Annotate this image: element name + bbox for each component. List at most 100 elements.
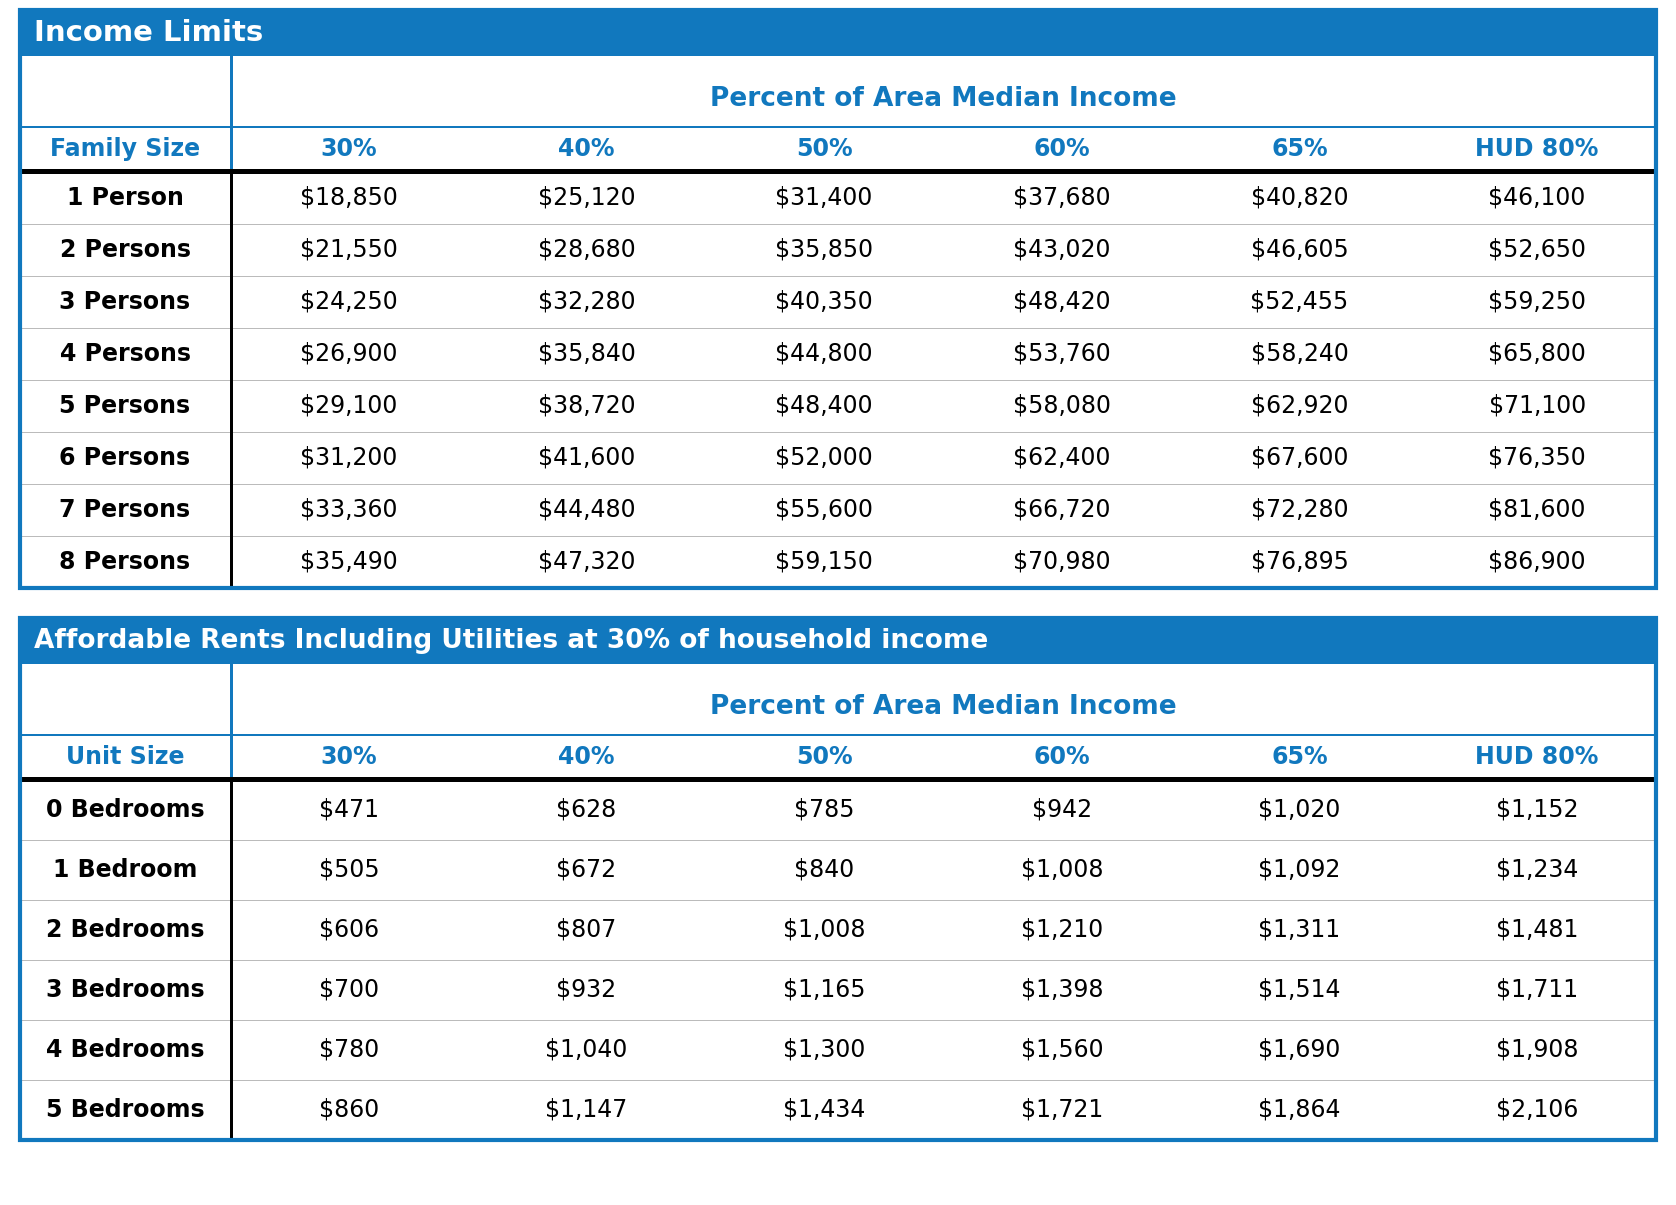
Bar [230, 780, 233, 840]
Text: $628: $628 [556, 798, 617, 822]
Text: 4 Persons: 4 Persons [60, 342, 191, 366]
Text: $40,820: $40,820 [1250, 186, 1348, 210]
Text: $1,040: $1,040 [545, 1038, 628, 1062]
Text: HUD 80%: HUD 80% [1475, 745, 1599, 769]
Bar [20, 127, 1656, 128]
Text: $942: $942 [1032, 798, 1091, 822]
Text: $505: $505 [318, 858, 379, 882]
Text: $52,650: $52,650 [1488, 239, 1585, 261]
Text: $43,020: $43,020 [1012, 239, 1111, 261]
Text: Percent of Area Median Income: Percent of Area Median Income [709, 694, 1177, 721]
Text: $1,092: $1,092 [1259, 858, 1341, 882]
Text: 2 Bedrooms: 2 Bedrooms [45, 918, 204, 942]
Bar [230, 433, 233, 484]
Bar [230, 1080, 233, 1140]
Text: 1 Person: 1 Person [67, 186, 183, 210]
Text: $18,850: $18,850 [300, 186, 397, 210]
Bar [230, 840, 233, 900]
Text: $70,980: $70,980 [1012, 549, 1111, 574]
Text: $67,600: $67,600 [1250, 446, 1348, 470]
Bar [20, 734, 1656, 735]
Text: $1,481: $1,481 [1497, 918, 1579, 942]
Text: $52,455: $52,455 [1250, 290, 1349, 315]
Text: $40,350: $40,350 [776, 290, 873, 315]
Text: 60%: 60% [1034, 137, 1089, 161]
Text: 5 Persons: 5 Persons [59, 394, 191, 418]
Text: $860: $860 [318, 1098, 379, 1122]
Text: $46,605: $46,605 [1250, 239, 1349, 261]
Text: $1,020: $1,020 [1259, 798, 1341, 822]
Text: $2,106: $2,106 [1497, 1098, 1579, 1122]
Bar [20, 618, 1656, 1140]
Text: 2 Persons: 2 Persons [60, 239, 191, 261]
Text: $65,800: $65,800 [1488, 342, 1585, 366]
Bar [20, 169, 1656, 174]
Text: $1,690: $1,690 [1259, 1038, 1341, 1062]
Text: 30%: 30% [320, 137, 377, 161]
Text: 5 Bedrooms: 5 Bedrooms [45, 1098, 204, 1122]
Bar [230, 380, 233, 433]
Text: Percent of Area Median Income: Percent of Area Median Income [709, 87, 1177, 112]
Bar [230, 224, 233, 276]
Text: $672: $672 [556, 858, 617, 882]
Text: $59,250: $59,250 [1488, 290, 1585, 315]
Text: $35,840: $35,840 [538, 342, 635, 366]
Text: $606: $606 [318, 918, 379, 942]
Text: $1,864: $1,864 [1259, 1098, 1341, 1122]
Bar [230, 664, 233, 734]
Text: $840: $840 [794, 858, 855, 882]
Text: Affordable Rents Including Utilities at 30% of household income: Affordable Rents Including Utilities at … [34, 628, 989, 654]
Text: $932: $932 [556, 978, 617, 1003]
Bar [20, 734, 1656, 780]
Text: 3 Bedrooms: 3 Bedrooms [45, 978, 204, 1003]
Text: $38,720: $38,720 [538, 394, 635, 418]
Bar [20, 664, 1656, 734]
Text: 6 Persons: 6 Persons [59, 446, 191, 470]
Text: $1,008: $1,008 [783, 918, 865, 942]
Text: $1,300: $1,300 [783, 1038, 865, 1062]
Text: $1,152: $1,152 [1497, 798, 1579, 822]
Text: Income Limits: Income Limits [34, 19, 263, 47]
Text: $1,234: $1,234 [1497, 858, 1579, 882]
Text: $1,908: $1,908 [1497, 1038, 1579, 1062]
Bar [230, 328, 233, 380]
Text: $76,350: $76,350 [1488, 446, 1585, 470]
Text: $86,900: $86,900 [1488, 549, 1585, 574]
Text: 3 Persons: 3 Persons [59, 290, 191, 315]
Text: 50%: 50% [796, 137, 853, 161]
Text: $48,400: $48,400 [776, 394, 873, 418]
Text: $1,210: $1,210 [1021, 918, 1103, 942]
Text: $41,600: $41,600 [538, 446, 635, 470]
Bar [230, 960, 233, 1019]
Text: $58,080: $58,080 [1012, 394, 1111, 418]
Bar [20, 618, 1656, 664]
Text: $35,850: $35,850 [774, 239, 873, 261]
Text: $31,400: $31,400 [776, 186, 873, 210]
Text: $1,311: $1,311 [1259, 918, 1341, 942]
Text: Family Size: Family Size [50, 137, 199, 161]
Text: $1,514: $1,514 [1259, 978, 1341, 1003]
Text: $1,008: $1,008 [1021, 858, 1103, 882]
Text: HUD 80%: HUD 80% [1475, 137, 1599, 161]
Text: $31,200: $31,200 [300, 446, 397, 470]
Text: $29,100: $29,100 [300, 394, 397, 418]
Text: $1,560: $1,560 [1021, 1038, 1103, 1062]
Bar [20, 127, 1656, 172]
Text: $71,100: $71,100 [1488, 394, 1585, 418]
Bar [230, 734, 233, 780]
Text: $62,920: $62,920 [1250, 394, 1348, 418]
Text: $33,360: $33,360 [300, 498, 397, 522]
Text: $59,150: $59,150 [776, 549, 873, 574]
Text: $66,720: $66,720 [1012, 498, 1111, 522]
Text: 40%: 40% [558, 137, 615, 161]
Text: $1,147: $1,147 [545, 1098, 627, 1122]
Text: $35,490: $35,490 [300, 549, 397, 574]
Bar [230, 172, 233, 224]
Text: $471: $471 [318, 798, 379, 822]
Text: 8 Persons: 8 Persons [59, 549, 191, 574]
Text: 4 Bedrooms: 4 Bedrooms [45, 1038, 204, 1062]
Text: $1,711: $1,711 [1497, 978, 1579, 1003]
Text: $47,320: $47,320 [538, 549, 635, 574]
Text: 65%: 65% [1270, 137, 1327, 161]
Text: $1,398: $1,398 [1021, 978, 1103, 1003]
